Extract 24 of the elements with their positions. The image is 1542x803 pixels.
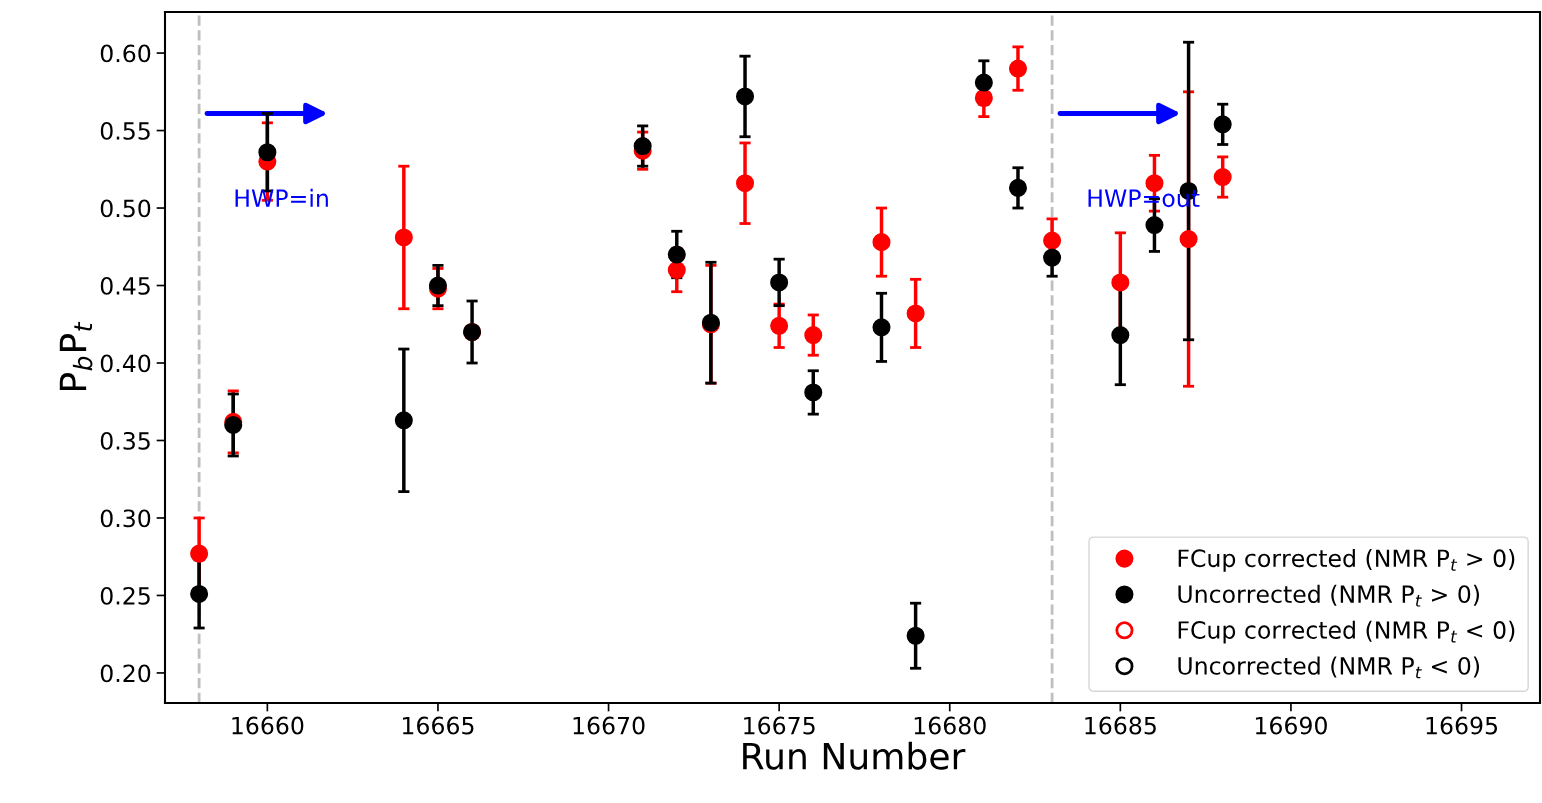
y-tick-label: 0.20 [100,664,151,683]
annotation: HWP=in [235,188,328,207]
y-tick-label: 0.25 [100,586,150,605]
legend-label: FCup corrected (NMR P$_{t}$ < 0) [1178,620,1515,644]
x-tick-label: 16685 [1085,716,1156,735]
x-tick-label: 16670 [573,716,645,735]
legend-label: Uncorrected (NMR P$_{t}$ < 0) [1178,656,1480,679]
y-tick-label: 0.45 [100,276,150,295]
x-tick-label: 16690 [1255,716,1327,735]
legend-label: FCup corrected (NMR P$_{t}$ > 0) [1178,548,1515,572]
y-axis-title: P$_{b}$P$_{t}$ [59,321,93,391]
x-tick-label: 16675 [744,716,815,735]
legend-label: Uncorrected (NMR P$_{t}$ > 0) [1178,584,1480,607]
x-axis-title: Run Number [743,741,966,770]
y-tick-label: 0.35 [100,431,150,450]
y-tick-label: 0.40 [100,354,151,373]
x-tick-label: 16680 [914,716,986,735]
x-tick-label: 16695 [1426,716,1498,735]
y-tick-label: 0.60 [100,44,151,63]
y-tick-label: 0.50 [100,199,151,218]
y-tick-label: 0.55 [100,122,150,140]
x-tick-label: 16665 [402,716,474,735]
y-tick-label: 0.30 [100,509,151,528]
x-tick-label: 16660 [232,716,304,735]
